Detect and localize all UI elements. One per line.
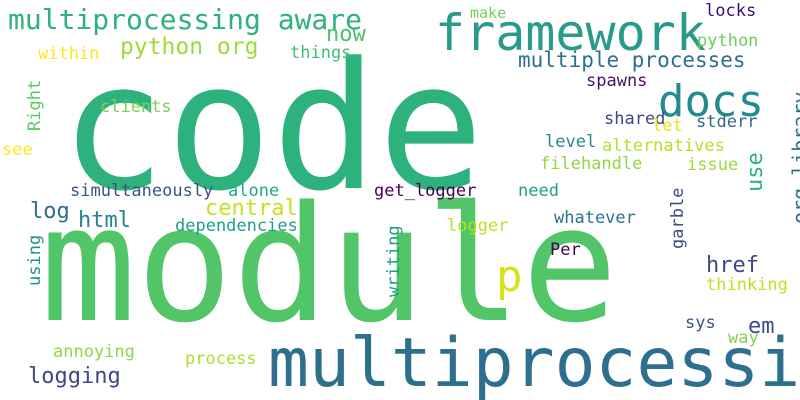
word-using: using <box>25 235 45 287</box>
word-alternatives: alternatives <box>602 136 725 156</box>
word-need: need <box>518 181 559 201</box>
word-module: module <box>40 171 618 358</box>
word-framework: framework <box>435 4 706 62</box>
word-clients: clients <box>100 97 172 117</box>
word-html: html <box>78 208 131 233</box>
word-python: python <box>697 31 759 51</box>
word-multiple-processes: multiple processes <box>518 48 746 72</box>
word-right: Right <box>25 80 45 132</box>
word-em: em <box>748 314 775 339</box>
word-annoying: annoying <box>53 342 135 362</box>
word-get-logger: get_logger <box>374 181 477 201</box>
word-p: p <box>496 251 523 302</box>
word-log: log <box>30 199 70 224</box>
word-now: now <box>326 22 366 47</box>
word-dependencies: dependencies <box>175 216 298 236</box>
word-simultaneously: simultaneously <box>70 181 214 201</box>
word-thinking: thinking <box>706 275 788 295</box>
word-per: Per <box>550 240 581 260</box>
word-logger: logger <box>447 216 509 236</box>
word-python-org: python org <box>120 34 259 60</box>
word-spawns: spawns <box>586 71 648 91</box>
word-locks: locks <box>705 1 757 21</box>
word-href: href <box>706 253 759 278</box>
word-logging: logging <box>28 364 121 389</box>
word-alone: alone <box>228 181 280 201</box>
word-way: way <box>728 328 759 348</box>
word-let: let <box>652 116 683 136</box>
word-stderr: stderr <box>696 112 758 132</box>
word-shared: shared <box>604 109 666 129</box>
word-multiprocessing: multiprocessing <box>268 324 800 400</box>
word-see: see <box>2 140 33 160</box>
word-multiprocessing-aware: multiprocessing aware <box>8 3 363 36</box>
word-within: within <box>38 44 100 64</box>
word-make: make <box>470 4 507 22</box>
word-garble: garble <box>668 188 688 250</box>
word-process: process <box>185 349 257 369</box>
word-things: things <box>290 43 352 63</box>
word-code: code <box>60 25 484 230</box>
word-sys: sys <box>685 313 716 333</box>
word-docs: docs <box>658 76 764 127</box>
word-use: use <box>743 152 768 192</box>
word-writing: writing <box>384 225 404 297</box>
word-issue: issue <box>687 155 739 175</box>
word-central: central <box>205 196 298 221</box>
word-filehandle: filehandle <box>540 154 643 174</box>
word-level: level <box>545 132 597 152</box>
word-org-library: org library <box>788 92 800 225</box>
word-whatever: whatever <box>554 208 636 228</box>
